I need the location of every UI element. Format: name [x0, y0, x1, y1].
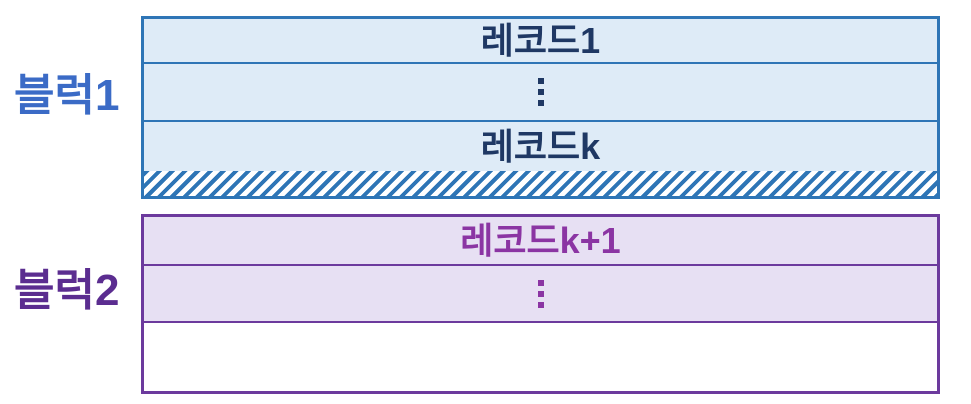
block1-record1-row: 레코드1: [144, 19, 937, 64]
vertical-ellipsis-icon: [537, 279, 544, 308]
vertical-ellipsis-icon: [537, 78, 544, 106]
block2-label: 블럭2: [14, 266, 120, 315]
block1: 레코드1 레코드k: [141, 16, 940, 199]
block1-recordk-row: 레코드k: [144, 122, 937, 171]
block1-free-space-hatch: [144, 171, 937, 196]
block2-recordk1-row: 레코드k+1: [144, 217, 937, 266]
block1-ellipsis-row: [144, 64, 937, 122]
block2-free-space-empty: [144, 323, 937, 391]
block2-ellipsis-row: [144, 266, 937, 323]
block1-label: 블럭1: [14, 71, 120, 120]
block1-recordk-text: 레코드k: [480, 125, 601, 167]
block2: 레코드k+1: [141, 214, 940, 394]
block1-record1-text: 레코드1: [480, 19, 601, 61]
block2-recordk1-text: 레코드k+1: [460, 219, 621, 261]
